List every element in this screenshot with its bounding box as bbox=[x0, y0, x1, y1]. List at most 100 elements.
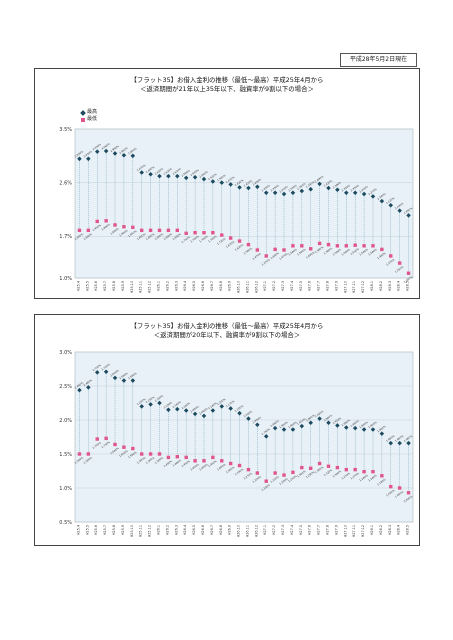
min-data-label: 1.470% bbox=[278, 251, 289, 260]
max-point bbox=[86, 385, 91, 390]
min-point bbox=[104, 219, 108, 223]
min-point bbox=[335, 244, 340, 248]
x-tick-label: H25.8 bbox=[112, 525, 116, 535]
min-point bbox=[184, 455, 188, 460]
max-data-label: 2.330% bbox=[287, 183, 298, 192]
x-tick-label: H26.10 bbox=[237, 525, 241, 537]
max-data-label: 1.760% bbox=[260, 427, 271, 436]
min-data-label: 1.470% bbox=[252, 251, 263, 260]
min-point bbox=[300, 244, 304, 248]
min-point bbox=[95, 437, 99, 441]
x-tick-label: H27.6 bbox=[308, 281, 312, 291]
min-point bbox=[202, 231, 206, 235]
min-data-label: 1.760% bbox=[189, 234, 200, 243]
min-data-label: 1.800% bbox=[154, 232, 165, 241]
x-tick-label: H25.7 bbox=[103, 525, 107, 535]
min-data-label: 1.220% bbox=[252, 474, 263, 483]
max-point bbox=[406, 213, 411, 218]
x-tick-label: H28.2 bbox=[379, 525, 383, 535]
x-tick-label: H26.6 bbox=[201, 281, 205, 291]
min-point bbox=[228, 461, 233, 466]
x-tick-label: H25.4 bbox=[76, 281, 80, 291]
min-point bbox=[397, 261, 402, 265]
min-data-label: 1.300% bbox=[296, 469, 307, 478]
min-point bbox=[389, 484, 393, 489]
x-tick-label: H26.11 bbox=[245, 281, 249, 293]
min-data-label: 1.720% bbox=[91, 440, 102, 449]
chart-panel-long-term: 【フラット35】お借入金利の推移（最低～最高）平成25年4月から ＜返済期間が2… bbox=[34, 68, 420, 299]
x-tick-label: H26.7 bbox=[210, 525, 214, 535]
min-data-label: 1.950% bbox=[91, 223, 102, 232]
y-tick-label: 2.6% bbox=[59, 180, 72, 186]
min-point bbox=[264, 479, 268, 483]
min-data-label: 1.360% bbox=[314, 465, 325, 474]
min-data-label: 1.450% bbox=[207, 459, 218, 468]
min-data-label: 1.800% bbox=[136, 232, 147, 241]
min-data-label: 1.370% bbox=[260, 257, 271, 266]
x-tick-label: H27.4 bbox=[290, 281, 294, 291]
y-tick-label: 1.0% bbox=[59, 276, 72, 282]
max-data-label: 1.930% bbox=[252, 415, 263, 424]
min-point bbox=[211, 455, 215, 460]
min-data-label: 1.860% bbox=[118, 228, 129, 237]
min-point bbox=[202, 459, 206, 463]
min-point bbox=[264, 254, 268, 258]
min-data-label: 1.760% bbox=[198, 234, 209, 243]
max-data-label: 2.430% bbox=[252, 177, 263, 186]
max-data-label: 2.950% bbox=[127, 146, 138, 155]
x-tick-label: H28.4 bbox=[397, 281, 401, 291]
max-data-label: 2.020% bbox=[243, 409, 254, 418]
x-tick-label: H26.8 bbox=[219, 525, 223, 535]
x-tick-label: H26.9 bbox=[228, 281, 232, 291]
x-tick-label: H27.8 bbox=[326, 281, 330, 291]
min-data-label: 1.670% bbox=[225, 239, 236, 248]
min-data-label: 1.020% bbox=[385, 488, 396, 497]
max-data-label: 2.440% bbox=[74, 380, 85, 389]
max-data-label: 2.700% bbox=[91, 363, 102, 372]
y-tick-label: 2.0% bbox=[59, 418, 72, 424]
min-data-label: 1.540% bbox=[358, 247, 369, 256]
max-data-label: 1.880% bbox=[349, 419, 360, 428]
min-data-label: 1.760% bbox=[207, 234, 218, 243]
min-point bbox=[237, 239, 242, 243]
min-data-label: 1.320% bbox=[323, 468, 334, 477]
max-data-label: 2.410% bbox=[323, 178, 334, 187]
min-point bbox=[380, 474, 384, 478]
max-data-label: 2.390% bbox=[305, 180, 316, 189]
max-point bbox=[201, 176, 207, 182]
min-point bbox=[282, 473, 286, 477]
min-point bbox=[344, 244, 348, 248]
max-point bbox=[219, 180, 225, 185]
max-data-label: 2.580% bbox=[180, 168, 191, 177]
max-data-label: 2.930% bbox=[83, 149, 94, 158]
min-data-label: 1.560% bbox=[323, 246, 334, 255]
min-point bbox=[326, 464, 331, 468]
min-point bbox=[122, 225, 126, 229]
max-data-label: 2.330% bbox=[260, 183, 271, 192]
max-data-label: 2.060% bbox=[198, 406, 209, 415]
max-data-label: 2.310% bbox=[358, 184, 369, 193]
min-point bbox=[353, 467, 357, 472]
max-point bbox=[166, 173, 171, 179]
y-tick-label: 1.0% bbox=[59, 486, 72, 492]
min-point bbox=[77, 452, 82, 456]
x-tick-label: H26.4 bbox=[183, 281, 187, 291]
chart-plot: 3.5% 2.6% 1.7% 1.0% 2.930% 1.800% H25.4 2.930% 1… bbox=[59, 127, 413, 293]
min-data-label: 1.800% bbox=[83, 232, 94, 241]
x-tick-label: H27.1 bbox=[263, 525, 267, 535]
x-tick-label: H26.12 bbox=[254, 525, 258, 537]
chart-title: 【フラット35】お借入金利の推移（最低～最高）平成25年4月から bbox=[130, 76, 324, 84]
max-data-label: 2.190% bbox=[376, 192, 387, 201]
max-point bbox=[210, 408, 216, 413]
max-point bbox=[210, 179, 216, 184]
max-data-label: 1.660% bbox=[394, 434, 405, 443]
min-point bbox=[220, 233, 224, 237]
max-data-label: 2.250% bbox=[154, 393, 165, 402]
max-data-label: 2.410% bbox=[243, 178, 254, 187]
min-data-label: 1.800% bbox=[172, 232, 183, 241]
max-data-label: 1.860% bbox=[358, 420, 369, 429]
min-data-label: 1.540% bbox=[341, 247, 352, 256]
max-data-label: 3.050% bbox=[91, 142, 102, 151]
min-point bbox=[104, 436, 108, 441]
min-point bbox=[122, 445, 126, 449]
